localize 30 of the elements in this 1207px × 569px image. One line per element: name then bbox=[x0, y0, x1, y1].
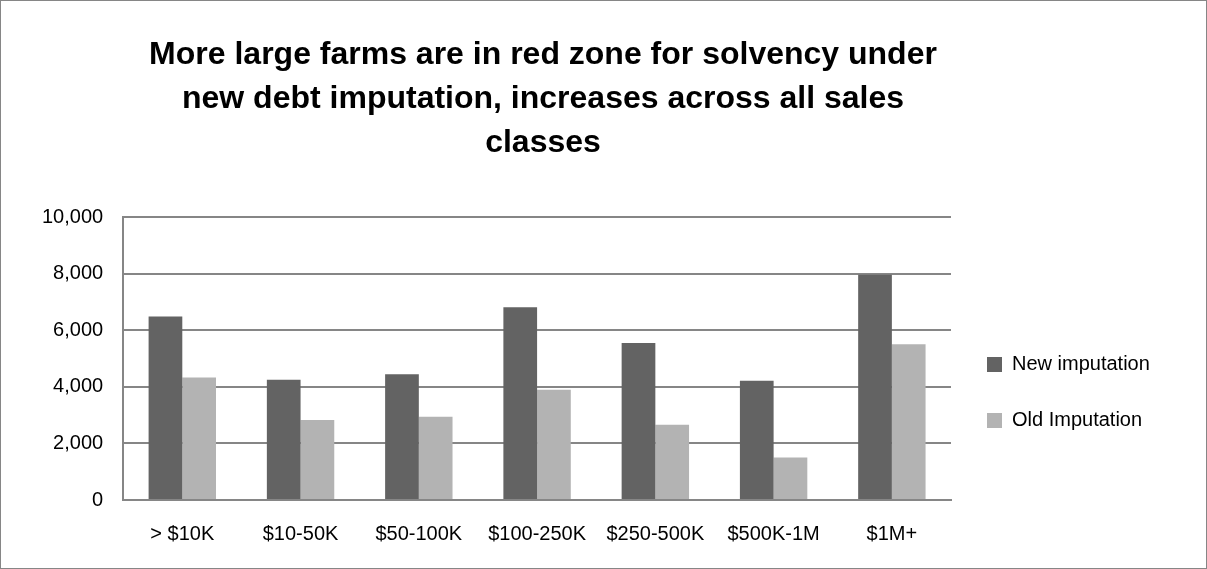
bar bbox=[182, 377, 217, 499]
x-tick-label: > $10K bbox=[150, 521, 215, 544]
x-tick-label: $100-250K bbox=[488, 521, 587, 544]
y-tick-label: 10,000 bbox=[42, 204, 104, 227]
legend-label: New imputation bbox=[1012, 352, 1150, 375]
legend-label: Old Imputation bbox=[1012, 408, 1143, 431]
bar bbox=[385, 374, 419, 499]
bar bbox=[739, 380, 774, 499]
bar bbox=[773, 457, 808, 499]
y-tick-label: 2,000 bbox=[53, 430, 104, 453]
bar bbox=[148, 316, 183, 499]
x-tick-label: $1M+ bbox=[866, 521, 918, 544]
x-tick-label: $50-100K bbox=[375, 521, 463, 544]
bar bbox=[300, 419, 335, 499]
bar bbox=[655, 424, 690, 499]
y-tick-label: 6,000 bbox=[53, 317, 104, 340]
y-tick-label: 0 bbox=[92, 487, 104, 510]
bar bbox=[891, 344, 926, 499]
bar bbox=[266, 379, 301, 499]
chart-title: More large farms are in red zone for solvency under new debt imputation, increases across all sales classes bbox=[148, 34, 938, 161]
bar bbox=[537, 389, 571, 499]
y-tick-label: 8,000 bbox=[53, 261, 104, 284]
bar bbox=[621, 342, 656, 499]
x-tick-label: $500K-1M bbox=[727, 521, 820, 544]
bar bbox=[858, 274, 892, 499]
x-tick-label: $10-50K bbox=[262, 521, 340, 544]
bar bbox=[503, 307, 538, 499]
x-tick-label: $250-500K bbox=[606, 521, 705, 544]
y-tick-label: 4,000 bbox=[53, 374, 104, 397]
bar bbox=[418, 416, 453, 499]
